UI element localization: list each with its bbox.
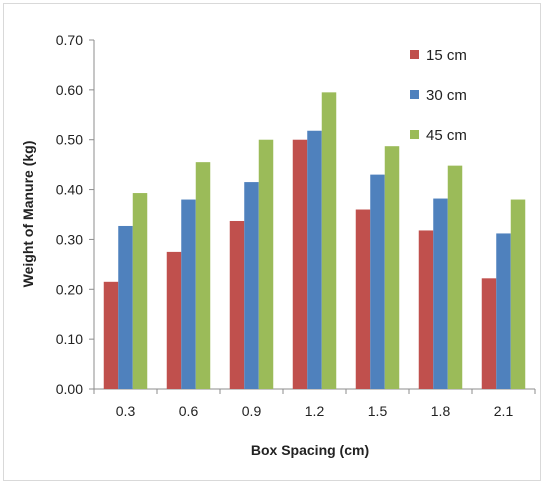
y-tick-label: 0.40 (56, 182, 83, 198)
bar-30-cm-1.5 (370, 174, 385, 389)
legend-label: 30 cm (426, 87, 467, 104)
legend-label: 15 cm (426, 47, 467, 64)
bar-15-cm-1.2 (292, 139, 308, 389)
bar-15-cm-0.3 (103, 281, 119, 389)
bar-45-cm-0.9 (258, 139, 274, 389)
y-tick-label: 0.70 (56, 32, 83, 48)
bars (103, 92, 526, 390)
y-tick-label: 0.50 (56, 132, 83, 148)
x-tick-labels: 0.3 0.6 0.9 1.2 1.5 1.8 2.1 (116, 403, 514, 419)
x-tick-label: 1.2 (305, 403, 325, 419)
legend: 15 cm 30 cm 45 cm (410, 47, 467, 144)
x-tick-label: 1.8 (431, 403, 451, 419)
y-tick-label: 0.30 (56, 231, 83, 247)
bar-45-cm-1.5 (384, 146, 400, 389)
bar-30-cm-0.9 (244, 182, 259, 389)
y-tick-label: 0.10 (56, 331, 83, 347)
x-axis-title: Box Spacing (cm) (251, 442, 369, 458)
bar-30-cm-0.3 (118, 225, 133, 389)
y-tick-labels: 0.00 0.10 0.20 0.30 0.40 0.50 0.60 0.70 (56, 32, 83, 397)
y-tick-label: 0.60 (56, 82, 83, 98)
y-axis-title: Weight of Manure (kg) (20, 141, 36, 288)
legend-swatch (410, 130, 419, 139)
bar-45-cm-0.6 (195, 162, 211, 389)
y-tick-label: 0.00 (56, 381, 83, 397)
x-tick-label: 0.6 (179, 403, 199, 419)
bar-15-cm-1.8 (418, 230, 434, 389)
y-tick-label: 0.20 (56, 281, 83, 297)
bar-30-cm-0.6 (181, 199, 196, 389)
legend-swatch (410, 50, 419, 59)
x-tick-label: 2.1 (494, 403, 514, 419)
y-axis (89, 39, 95, 390)
legend-label: 45 cm (426, 127, 467, 144)
bar-15-cm-1.5 (355, 209, 371, 389)
x-tick-label: 1.5 (368, 403, 388, 419)
bar-15-cm-0.6 (166, 251, 182, 389)
bar-45-cm-0.3 (132, 193, 148, 389)
bar-30-cm-1.8 (433, 198, 448, 389)
bar-15-cm-2.1 (481, 278, 497, 389)
bar-45-cm-2.1 (510, 199, 526, 389)
legend-swatch (410, 90, 419, 99)
bar-15-cm-0.9 (229, 220, 245, 389)
bar-30-cm-1.2 (307, 130, 322, 390)
bar-45-cm-1.2 (321, 92, 337, 389)
bar-45-cm-1.8 (447, 165, 463, 389)
bar-30-cm-2.1 (496, 233, 511, 389)
x-axis (93, 388, 536, 394)
x-tick-label: 0.9 (242, 403, 262, 419)
x-tick-label: 0.3 (116, 403, 136, 419)
